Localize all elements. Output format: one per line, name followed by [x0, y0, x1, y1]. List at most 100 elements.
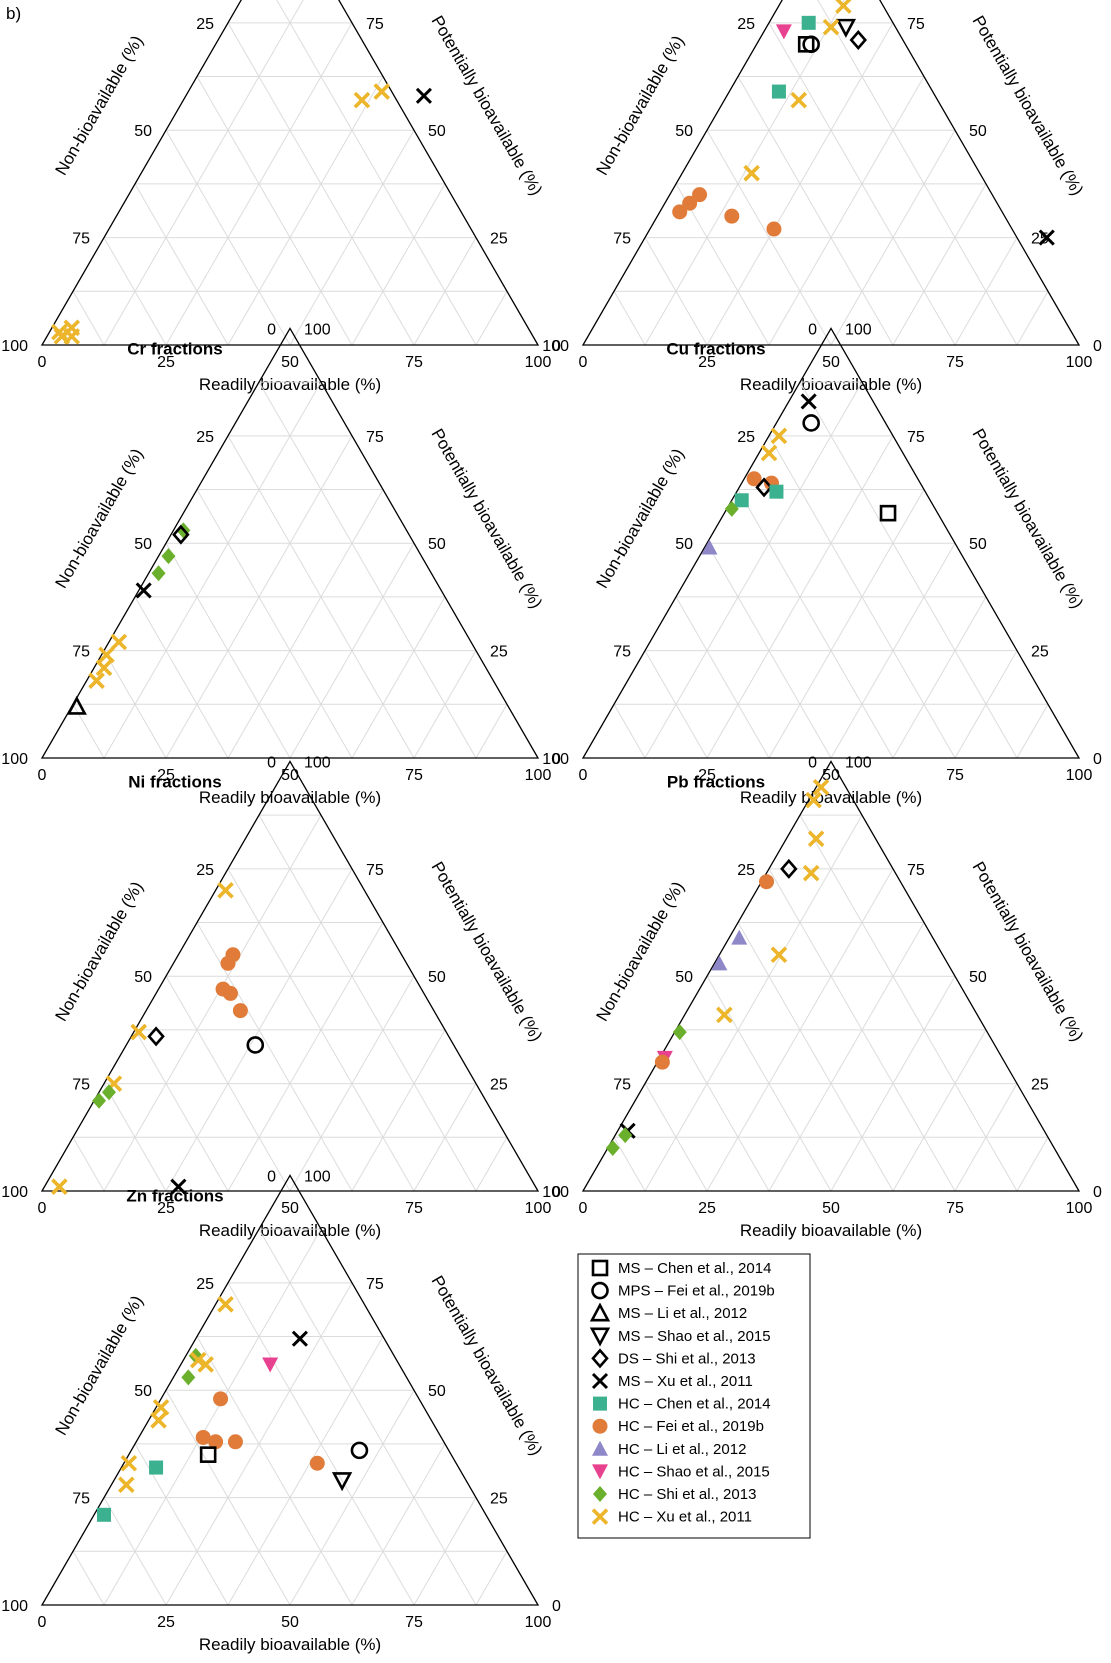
- tick-label-left: 25: [196, 862, 214, 879]
- triangle-frame: [40, 327, 540, 759]
- tick-label-left: 25: [737, 862, 755, 879]
- tick-label-left: 50: [134, 123, 152, 140]
- data-point: [654, 1054, 670, 1070]
- grid-line: [227, 1282, 415, 1606]
- ternary-chart-zn: 0 0 0 25 25 25 50 50 50 75 75 75 100 100 100 Zn fractio…: [1, 1168, 561, 1654]
- grid-line: [134, 1443, 229, 1606]
- tick-label-left: 0: [808, 321, 817, 338]
- tick-label-left: 75: [613, 231, 631, 248]
- axis-label-potentially: Potentially bioavailable (%): [428, 858, 547, 1044]
- grid-line: [1016, 704, 1049, 759]
- chart-title: Ni fractions: [128, 772, 222, 791]
- grid-line: [258, 381, 477, 759]
- tick-label-left: 0: [267, 754, 276, 771]
- grid-line: [1016, 1137, 1049, 1192]
- legend-marker: [592, 1464, 608, 1480]
- axis-label-potentially: Potentially bioavailable (%): [969, 858, 1088, 1044]
- grid-line: [134, 1029, 229, 1192]
- data-points: [66, 522, 191, 715]
- grid-line: [258, 814, 477, 1192]
- data-point: [746, 471, 762, 487]
- legend-marker: [591, 1348, 609, 1369]
- data-point: [152, 1399, 170, 1416]
- data-point: [88, 672, 105, 689]
- grid-line: [768, 922, 925, 1192]
- tick-label-left: 50: [675, 123, 693, 140]
- tick-label-left: 100: [1, 751, 28, 768]
- data-point: [605, 1140, 620, 1157]
- grid-line: [103, 650, 167, 759]
- data-point: [161, 548, 176, 565]
- legend-marker: [591, 1259, 609, 1277]
- data-points: [605, 778, 830, 1157]
- grid-line: [799, 814, 1018, 1192]
- grid-line: [196, 1336, 353, 1606]
- grid-line: [768, 868, 956, 1192]
- data-point: [97, 1507, 111, 1522]
- tick-label-left: 75: [72, 1491, 90, 1508]
- grid-line: [134, 183, 229, 346]
- grid-line: [613, 704, 646, 759]
- axis-label-potentially: Potentially bioavailable (%): [969, 12, 1088, 198]
- tick-label-bottom: 75: [946, 1200, 964, 1217]
- data-point: [835, 18, 857, 38]
- panel-label: b): [6, 4, 22, 23]
- tick-label-bottom: 50: [281, 1614, 299, 1631]
- chart-title: Cu fractions: [666, 339, 765, 358]
- tick-label-right: 75: [907, 862, 925, 879]
- tick-label-left: 50: [675, 969, 693, 986]
- tick-label-right: 0: [552, 1184, 561, 1201]
- grid: [72, 814, 508, 1192]
- data-point: [802, 35, 820, 54]
- chart-title: Zn fractions: [126, 1186, 223, 1205]
- data-point: [101, 1084, 116, 1101]
- data-point: [731, 929, 748, 945]
- data-point: [220, 955, 236, 971]
- grid-line: [706, 542, 832, 759]
- tick-label-right: 25: [490, 1491, 508, 1508]
- axis-label-readily: Readily bioavailable (%): [740, 1221, 922, 1240]
- data-point: [770, 946, 788, 964]
- tick-label-left: 75: [72, 644, 90, 661]
- grid-line: [351, 596, 446, 759]
- data-point: [130, 1023, 147, 1041]
- data-point: [790, 91, 808, 109]
- data-point: [701, 539, 718, 555]
- grid-line: [644, 650, 708, 759]
- tick-label-bottom: 50: [281, 1200, 299, 1217]
- data-point: [672, 1024, 687, 1041]
- tick-label-right: 100: [845, 754, 872, 771]
- tick-label-bottom: 75: [405, 1614, 423, 1631]
- data-point: [135, 582, 152, 599]
- tick-label-right: 50: [428, 536, 446, 553]
- grid-line: [768, 489, 925, 759]
- data-point: [743, 164, 760, 182]
- data-point: [232, 1003, 248, 1019]
- legend-box: [577, 1253, 811, 1539]
- legend-label: HC – Fei et al., 2019b: [618, 1418, 764, 1435]
- tick-label-right: 0: [552, 1598, 561, 1615]
- data-point: [118, 1476, 135, 1494]
- data-point: [66, 695, 87, 715]
- axis-label-non: Non-bioavailable (%): [593, 445, 688, 591]
- tick-label-left: 0: [267, 1168, 276, 1185]
- tick-label-bottom: 75: [946, 354, 964, 371]
- axis-label-non: Non-bioavailable (%): [52, 1292, 147, 1438]
- axis-label-readily: Readily bioavailable (%): [199, 1221, 381, 1240]
- data-point: [217, 1296, 234, 1313]
- axis-label-non: Non-bioavailable (%): [52, 32, 147, 178]
- data-points: [97, 1296, 369, 1522]
- data-point: [802, 414, 820, 432]
- grid-line: [737, 76, 894, 346]
- tick-label-bottom: 50: [822, 1200, 840, 1217]
- data-point: [262, 1357, 279, 1373]
- grid-line: [892, 596, 987, 759]
- axis-label-non: Non-bioavailable (%): [593, 32, 688, 178]
- tick-label-right: 50: [969, 969, 987, 986]
- tick-label-left: 25: [196, 429, 214, 446]
- data-point: [797, 36, 815, 53]
- grid-line: [675, 596, 770, 759]
- legend-label: MS – Chen et al., 2014: [618, 1260, 771, 1277]
- ternary-chart-cd: 000252525505050757575100100100Cd fractio…: [542, 0, 1102, 394]
- tick-label-bottom: 25: [698, 767, 716, 784]
